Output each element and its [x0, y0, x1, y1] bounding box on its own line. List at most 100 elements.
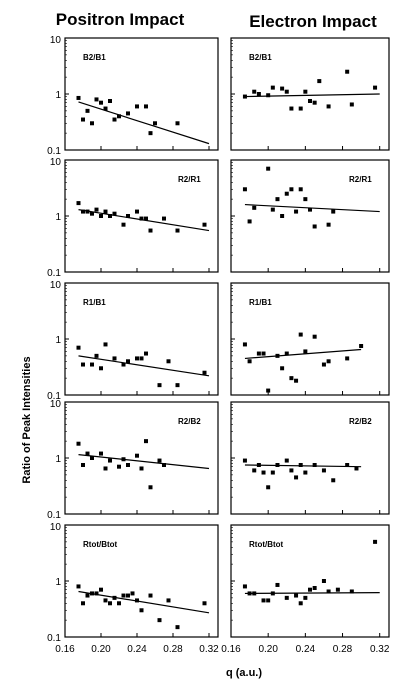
data-point: [335, 587, 340, 592]
panel-label: R2/R1: [178, 175, 201, 184]
fit-line: [244, 464, 362, 468]
panels: 0.1 1 10 B2/B1 B2/B1 0.1 1 10 R2/R1 R2/R1 0.1 1 10 R1…: [47, 35, 390, 655]
fit-line: [78, 590, 210, 614]
data-point: [275, 197, 280, 202]
data-point: [112, 595, 117, 600]
data-point: [242, 94, 247, 99]
data-point: [303, 470, 308, 475]
x-tick-label: 0.28: [333, 644, 353, 655]
data-point: [331, 478, 336, 483]
data-point: [247, 359, 252, 364]
data-point: [112, 211, 117, 216]
data-point: [275, 462, 280, 467]
data-point: [103, 598, 108, 603]
data-point: [76, 441, 81, 446]
data-point: [303, 89, 308, 94]
data-point: [135, 453, 139, 458]
data-point: [76, 95, 81, 100]
data-point: [162, 462, 166, 467]
data-point: [112, 117, 117, 122]
fit-line: [244, 592, 380, 595]
data-point: [99, 451, 103, 456]
panel-label: R2/R1: [349, 175, 372, 184]
data-point: [345, 462, 350, 467]
y-tick-label: 1: [55, 212, 61, 223]
panel-label: R1/B1: [83, 298, 106, 307]
data-point: [252, 205, 257, 210]
data-point: [252, 468, 257, 473]
data-point: [275, 353, 280, 358]
y-tick-label: 1: [55, 90, 61, 101]
data-point: [303, 595, 308, 600]
data-point: [85, 209, 90, 214]
data-point: [270, 470, 275, 475]
data-point: [298, 332, 303, 337]
data-point: [349, 589, 354, 594]
panel-label: R1/B1: [249, 298, 272, 307]
x-tick-label: 0.20: [91, 644, 111, 655]
data-point: [117, 114, 121, 119]
data-point: [247, 591, 252, 596]
data-point: [308, 587, 312, 592]
data-point: [202, 370, 207, 375]
data-point: [175, 383, 180, 388]
panel-label: R2/B2: [178, 417, 201, 426]
panel-4: R2/R1: [230, 159, 390, 273]
data-point: [135, 104, 139, 109]
data-point: [103, 209, 108, 214]
data-point: [81, 117, 85, 122]
data-point: [81, 462, 85, 467]
data-point: [81, 362, 85, 367]
data-point: [90, 121, 94, 126]
data-point: [99, 214, 103, 218]
x-tick-label: 0.20: [258, 644, 278, 655]
data-point: [242, 342, 247, 347]
panel-1: 0.1 1 10 B2/B1: [47, 35, 219, 157]
panel-5: 0.1 1 10 R1/B1: [47, 280, 219, 402]
data-point: [312, 462, 317, 467]
data-point: [331, 209, 336, 214]
data-point: [135, 356, 139, 361]
data-point: [242, 584, 247, 589]
data-point: [298, 106, 303, 111]
data-point: [373, 539, 378, 544]
data-point: [294, 593, 299, 598]
data-point: [139, 466, 144, 471]
data-point: [144, 216, 148, 221]
y-tick-label: 0.1: [47, 268, 61, 279]
data-point: [321, 362, 326, 367]
y-tick-label: 10: [50, 35, 62, 46]
data-point: [121, 457, 126, 462]
data-point: [76, 345, 81, 350]
panel-label: Rtot/Btot: [249, 540, 284, 549]
data-point: [126, 462, 130, 467]
data-point: [266, 166, 271, 171]
data-point: [94, 207, 99, 212]
data-point: [326, 359, 331, 364]
data-point: [126, 214, 130, 218]
data-point: [103, 342, 108, 347]
y-tick-label: 10: [50, 280, 62, 291]
data-point: [312, 585, 317, 590]
data-point: [270, 207, 275, 212]
data-point: [76, 201, 81, 206]
data-point: [317, 79, 322, 84]
data-point: [294, 209, 299, 214]
data-point: [256, 351, 261, 356]
data-point: [108, 214, 112, 218]
data-point: [284, 458, 289, 463]
data-point: [270, 591, 275, 596]
data-point: [256, 462, 261, 467]
panel-3: 0.1 1 10 R2/R1: [47, 157, 219, 279]
data-point: [121, 362, 126, 367]
panel-label: B2/B1: [83, 53, 106, 62]
data-point: [359, 343, 364, 348]
data-point: [162, 216, 166, 221]
data-point: [139, 216, 144, 221]
panel-label: B2/B1: [249, 53, 272, 62]
data-point: [135, 209, 139, 214]
data-point: [139, 608, 144, 613]
y-tick-label: 0.1: [47, 391, 61, 402]
data-point: [135, 598, 139, 603]
data-point: [294, 475, 299, 480]
